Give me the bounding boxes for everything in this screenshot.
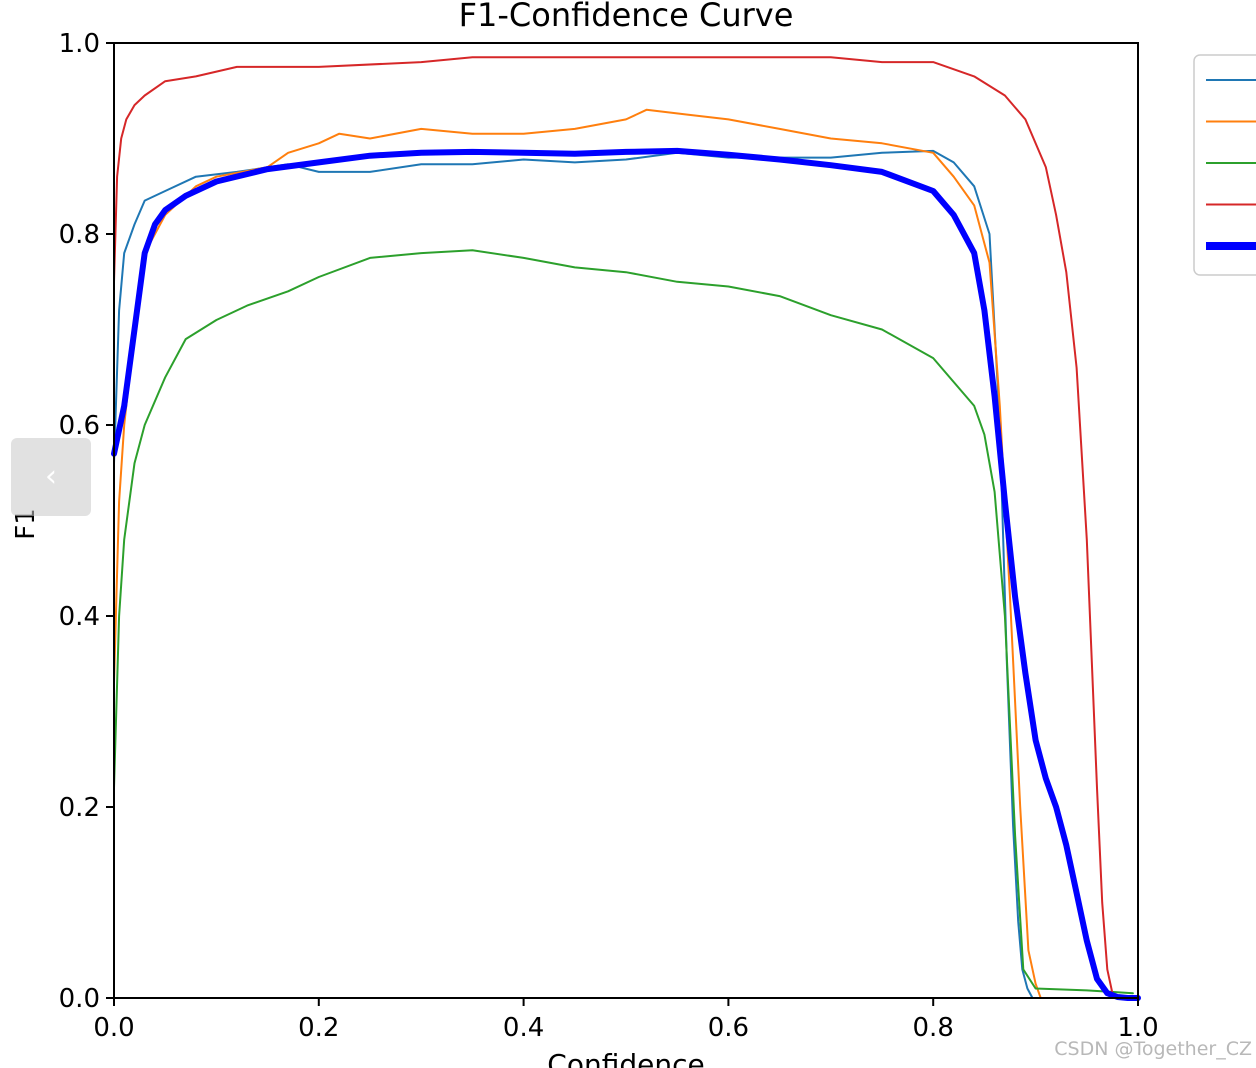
x-axis-label: Confidence <box>547 1048 704 1068</box>
y-tick-label: 0.6 <box>59 411 100 441</box>
chart-title: F1-Confidence Curve <box>459 0 794 34</box>
series-layer <box>111 56 1141 1001</box>
series-line-4 <box>113 56 1119 999</box>
y-tick-label: 0.4 <box>59 602 100 632</box>
series-line-5 <box>111 147 1141 1001</box>
x-tick-label: 0.4 <box>503 1013 544 1043</box>
x-tick-label: 0.2 <box>298 1013 339 1043</box>
x-tick-label: 0.8 <box>913 1013 954 1043</box>
y-tick-label: 0.0 <box>59 984 100 1014</box>
x-tick-label: 1.0 <box>1117 1013 1158 1043</box>
series-line-3 <box>113 249 1134 995</box>
y-tick-label: 0.8 <box>59 220 100 250</box>
previous-button[interactable]: ‹ <box>11 438 91 516</box>
series-line-2 <box>113 108 1042 999</box>
watermark: CSDN @Together_CZ <box>1054 1038 1252 1060</box>
x-tick-label: 0.0 <box>93 1013 134 1043</box>
y-tick-label: 1.0 <box>59 29 100 59</box>
x-tick-label: 0.6 <box>708 1013 749 1043</box>
series-line-1 <box>113 149 1034 999</box>
legend-box <box>1193 54 1256 276</box>
plot-area-frame <box>113 42 1139 999</box>
y-tick-label: 0.2 <box>59 793 100 823</box>
chevron-left-icon: ‹ <box>45 459 57 494</box>
legend <box>1193 54 1256 276</box>
x-axis-ticks: 0.0 0.2 0.4 0.6 0.8 1.0 <box>93 998 1159 1043</box>
y-axis-ticks: 0.0 0.2 0.4 0.6 0.8 1.0 <box>59 29 114 1014</box>
